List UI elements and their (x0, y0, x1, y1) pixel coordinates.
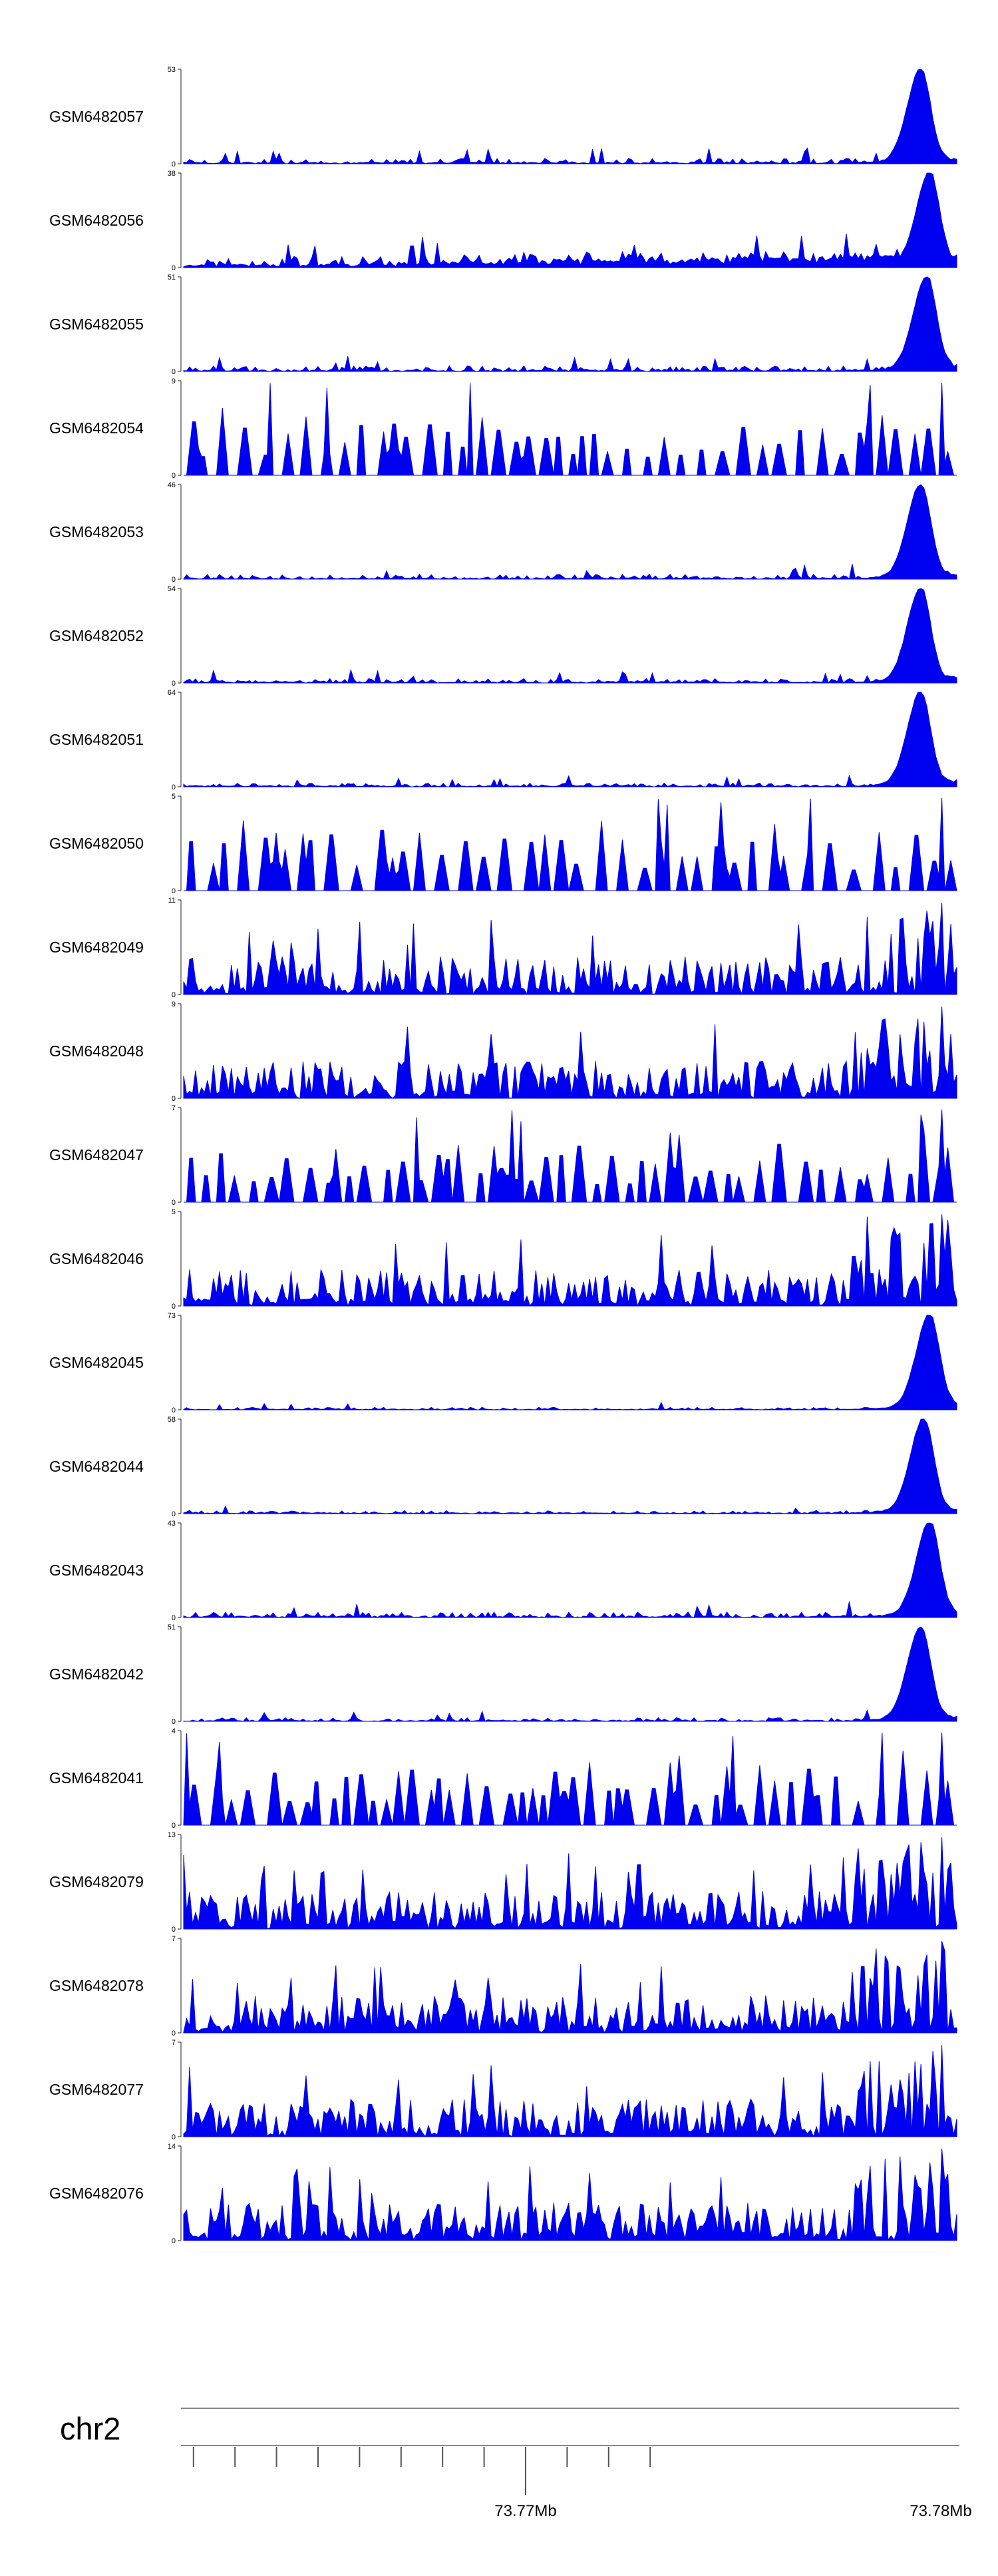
y-max-label-gsm6482053: 46 (168, 481, 176, 489)
signal-area-gsm6482050 (184, 797, 957, 891)
y-max-label-gsm6482041: 4 (172, 1727, 176, 1735)
y-min-label-gsm6482078: 0 (172, 2030, 176, 2038)
y-max-label-gsm6482042: 51 (168, 1623, 176, 1631)
signal-area-gsm6482057 (183, 69, 957, 165)
signal-area-gsm6482051 (183, 692, 957, 787)
track-label-gsm6482051: GSM6482051 (49, 731, 144, 748)
y-max-label-gsm6482045: 73 (168, 1312, 176, 1320)
track-label-gsm6482049: GSM6482049 (49, 939, 144, 956)
y-max-label-gsm6482076: 14 (168, 2143, 176, 2151)
signal-area-gsm6482042 (183, 1626, 957, 1722)
signal-area-gsm6482056 (183, 172, 957, 268)
y-max-label-gsm6482051: 64 (168, 689, 176, 697)
chromosome-label: chr2 (60, 2411, 120, 2446)
y-min-label-gsm6482048: 0 (172, 1095, 176, 1103)
y-max-label-gsm6482052: 54 (168, 585, 176, 593)
track-label-gsm6482078: GSM6482078 (49, 1977, 144, 1994)
track-label-gsm6482050: GSM6482050 (49, 835, 144, 852)
y-min-label-gsm6482054: 0 (172, 472, 176, 480)
signal-area-gsm6482041 (183, 1732, 957, 1826)
signal-area-gsm6482044 (183, 1418, 957, 1514)
track-label-gsm6482045: GSM6482045 (49, 1354, 144, 1371)
track-label-gsm6482056: GSM6482056 (49, 212, 144, 229)
y-min-label-gsm6482079: 0 (172, 1926, 176, 1934)
track-label-gsm6482055: GSM6482055 (49, 316, 144, 333)
signal-area-gsm6482053 (183, 484, 957, 580)
track-label-gsm6482076: GSM6482076 (49, 2185, 144, 2202)
y-min-label-gsm6482055: 0 (172, 368, 176, 376)
y-max-label-gsm6482043: 43 (168, 1520, 176, 1528)
y-min-label-gsm6482049: 0 (172, 991, 176, 999)
y-min-label-gsm6482042: 0 (172, 1718, 176, 1726)
y-max-label-gsm6482054: 9 (172, 377, 176, 385)
track-label-gsm6482077: GSM6482077 (49, 2081, 144, 2098)
y-max-label-gsm6482048: 9 (172, 1000, 176, 1008)
y-min-label-gsm6482057: 0 (172, 160, 176, 168)
track-label-gsm6482054: GSM6482054 (49, 419, 144, 437)
signal-area-gsm6482047 (184, 1109, 957, 1203)
y-max-label-gsm6482046: 5 (172, 1208, 176, 1216)
y-max-label-gsm6482055: 51 (168, 274, 176, 282)
y-max-label-gsm6482047: 7 (172, 1104, 176, 1112)
y-min-label-gsm6482044: 0 (172, 1510, 176, 1518)
y-min-label-gsm6482043: 0 (172, 1614, 176, 1622)
genome-coordinate-label: 73.77Mb (494, 2502, 556, 2520)
y-max-label-gsm6482057: 53 (168, 66, 176, 74)
track-label-gsm6482048: GSM6482048 (49, 1042, 144, 1060)
track-label-gsm6482053: GSM6482053 (49, 523, 144, 540)
signal-area-gsm6482077 (183, 2045, 957, 2137)
y-min-label-gsm6482056: 0 (172, 264, 176, 272)
track-label-gsm6482043: GSM6482043 (49, 1562, 144, 1579)
track-label-gsm6482041: GSM6482041 (49, 1769, 144, 1787)
y-min-label-gsm6482077: 0 (172, 2133, 176, 2141)
signal-area-gsm6482046 (183, 1214, 957, 1307)
signal-area-gsm6482052 (183, 588, 957, 684)
y-max-label-gsm6482044: 58 (168, 1416, 176, 1424)
y-min-label-gsm6482051: 0 (172, 783, 176, 791)
y-min-label-gsm6482046: 0 (172, 1303, 176, 1311)
y-min-label-gsm6482076: 0 (172, 2237, 176, 2245)
signal-area-gsm6482045 (183, 1315, 957, 1410)
signal-area-gsm6482055 (183, 276, 957, 373)
y-min-label-gsm6482053: 0 (172, 576, 176, 584)
signal-area-gsm6482054 (184, 382, 957, 476)
track-label-gsm6482047: GSM6482047 (49, 1146, 144, 1164)
y-min-label-gsm6482041: 0 (172, 1822, 176, 1830)
track-label-gsm6482046: GSM6482046 (49, 1250, 144, 1267)
track-label-gsm6482042: GSM6482042 (49, 1665, 144, 1683)
signal-area-gsm6482048 (183, 1006, 957, 1099)
y-max-label-gsm6482077: 7 (172, 2039, 176, 2047)
y-min-label-gsm6482045: 0 (172, 1406, 176, 1414)
signal-area-gsm6482043 (183, 1522, 957, 1618)
signal-area-gsm6482078 (183, 1941, 957, 2034)
signal-area-gsm6482049 (183, 903, 957, 995)
signal-area-gsm6482079 (183, 1837, 957, 1930)
y-min-label-gsm6482047: 0 (172, 1199, 176, 1207)
y-max-label-gsm6482049: 11 (168, 897, 176, 905)
track-label-gsm6482057: GSM6482057 (49, 108, 144, 125)
signal-area-gsm6482076 (183, 2149, 957, 2241)
y-max-label-gsm6482078: 7 (172, 1935, 176, 1943)
track-label-gsm6482079: GSM6482079 (49, 1873, 144, 1890)
y-max-label-gsm6482050: 5 (172, 793, 176, 801)
y-min-label-gsm6482050: 0 (172, 887, 176, 895)
y-min-label-gsm6482052: 0 (172, 680, 176, 688)
track-label-gsm6482044: GSM6482044 (49, 1458, 144, 1475)
y-max-label-gsm6482056: 38 (168, 170, 176, 178)
track-label-gsm6482052: GSM6482052 (49, 627, 144, 644)
y-max-label-gsm6482079: 13 (168, 1831, 176, 1839)
genome-coordinate-label: 73.78Mb (910, 2502, 971, 2520)
